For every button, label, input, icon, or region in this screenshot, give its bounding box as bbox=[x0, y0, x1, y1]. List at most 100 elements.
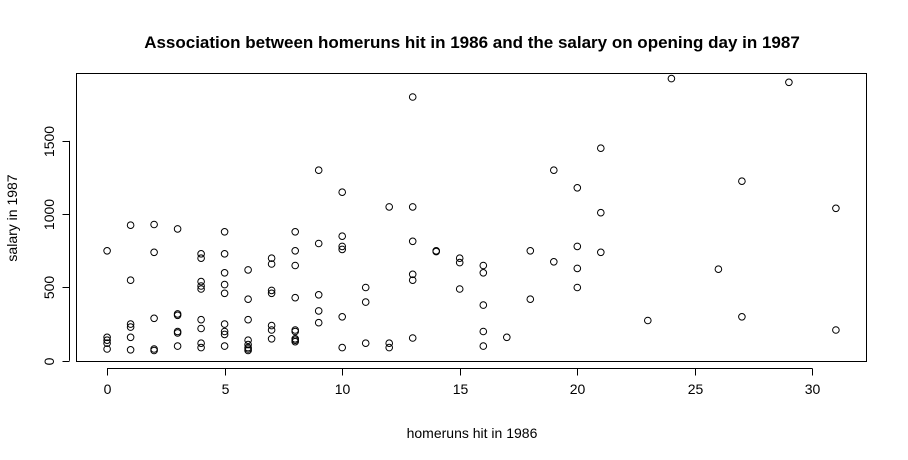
data-point bbox=[314, 166, 323, 174]
data-point bbox=[197, 250, 205, 258]
data-point bbox=[126, 221, 135, 229]
data-point bbox=[479, 301, 488, 309]
data-point bbox=[267, 289, 276, 298]
data-point bbox=[550, 166, 558, 174]
data-point bbox=[573, 242, 582, 251]
data-point bbox=[103, 336, 111, 345]
data-point bbox=[455, 258, 464, 267]
data-point bbox=[126, 346, 135, 354]
data-point bbox=[103, 247, 111, 255]
data-point bbox=[597, 208, 605, 217]
data-point bbox=[197, 277, 205, 286]
data-point bbox=[385, 339, 394, 348]
data-point bbox=[197, 339, 205, 348]
data-point bbox=[267, 286, 276, 295]
data-point bbox=[432, 247, 441, 256]
data-point bbox=[173, 225, 182, 233]
data-point bbox=[244, 340, 252, 349]
data-point bbox=[173, 329, 182, 337]
x-tick-label: 5 bbox=[222, 381, 230, 397]
data-point bbox=[338, 313, 347, 321]
data-point bbox=[197, 254, 205, 263]
data-point bbox=[103, 345, 111, 353]
data-point bbox=[173, 311, 182, 320]
data-point bbox=[126, 333, 135, 342]
data-point bbox=[220, 320, 229, 328]
y-axis-label: salary in 1987 bbox=[4, 174, 20, 261]
data-points bbox=[103, 74, 840, 355]
data-point bbox=[103, 333, 111, 342]
data-point bbox=[832, 204, 840, 213]
data-point bbox=[479, 269, 488, 277]
data-point bbox=[291, 293, 300, 302]
data-point bbox=[126, 320, 135, 328]
data-point bbox=[597, 248, 605, 257]
data-point bbox=[385, 203, 394, 211]
data-point bbox=[338, 242, 347, 251]
data-point bbox=[197, 282, 205, 290]
data-point bbox=[408, 203, 417, 211]
data-point bbox=[267, 335, 276, 343]
x-tick-label: 30 bbox=[805, 381, 821, 397]
y-axis: 0 500 1000 1500 bbox=[41, 126, 70, 365]
y-tick-label: 0 bbox=[41, 357, 57, 365]
data-point bbox=[785, 78, 793, 87]
y-tick-label: 500 bbox=[41, 276, 57, 300]
data-point bbox=[573, 184, 582, 192]
data-point bbox=[150, 345, 158, 353]
data-point bbox=[220, 327, 229, 336]
data-point bbox=[479, 327, 488, 336]
data-point bbox=[479, 261, 488, 270]
data-point bbox=[408, 276, 417, 285]
data-point bbox=[526, 295, 535, 304]
data-point bbox=[291, 261, 300, 270]
data-point bbox=[244, 295, 252, 304]
data-point bbox=[832, 326, 840, 334]
data-point bbox=[338, 188, 347, 196]
data-point bbox=[291, 326, 300, 334]
data-point bbox=[361, 298, 370, 306]
data-point bbox=[220, 342, 229, 350]
data-point bbox=[291, 247, 300, 255]
data-point bbox=[126, 323, 135, 331]
x-tick-label: 15 bbox=[453, 381, 469, 397]
data-point bbox=[573, 264, 582, 273]
data-point bbox=[126, 276, 135, 285]
y-tick-label: 1000 bbox=[41, 199, 57, 230]
y-tick-label: 1500 bbox=[41, 126, 57, 157]
chart-title: Association between homeruns hit in 1986… bbox=[144, 33, 800, 52]
data-point bbox=[314, 291, 323, 299]
data-point bbox=[150, 314, 158, 323]
data-point bbox=[291, 337, 300, 346]
data-point bbox=[197, 324, 205, 333]
data-point bbox=[244, 336, 252, 345]
data-point bbox=[267, 254, 276, 263]
data-point bbox=[267, 321, 276, 330]
data-point bbox=[314, 318, 323, 327]
data-point bbox=[150, 220, 158, 229]
data-point bbox=[220, 289, 229, 298]
data-point bbox=[173, 342, 182, 350]
x-tick-label: 10 bbox=[335, 381, 351, 397]
data-point bbox=[220, 228, 229, 236]
data-point bbox=[597, 144, 605, 152]
data-point bbox=[267, 326, 276, 334]
data-point bbox=[220, 280, 229, 289]
data-point bbox=[455, 285, 464, 293]
data-point bbox=[338, 343, 347, 352]
data-point bbox=[408, 237, 417, 246]
data-point bbox=[314, 239, 323, 248]
x-axis: 0 5 10 15 20 25 30 bbox=[104, 368, 821, 397]
data-point bbox=[244, 315, 252, 324]
data-point bbox=[220, 269, 229, 277]
data-point bbox=[267, 260, 276, 268]
data-point bbox=[220, 250, 229, 258]
data-point bbox=[526, 247, 535, 255]
data-point bbox=[244, 346, 252, 355]
data-point bbox=[150, 248, 158, 257]
data-point bbox=[644, 316, 652, 325]
data-point bbox=[738, 177, 746, 185]
data-point bbox=[573, 283, 582, 292]
data-point bbox=[503, 333, 511, 342]
